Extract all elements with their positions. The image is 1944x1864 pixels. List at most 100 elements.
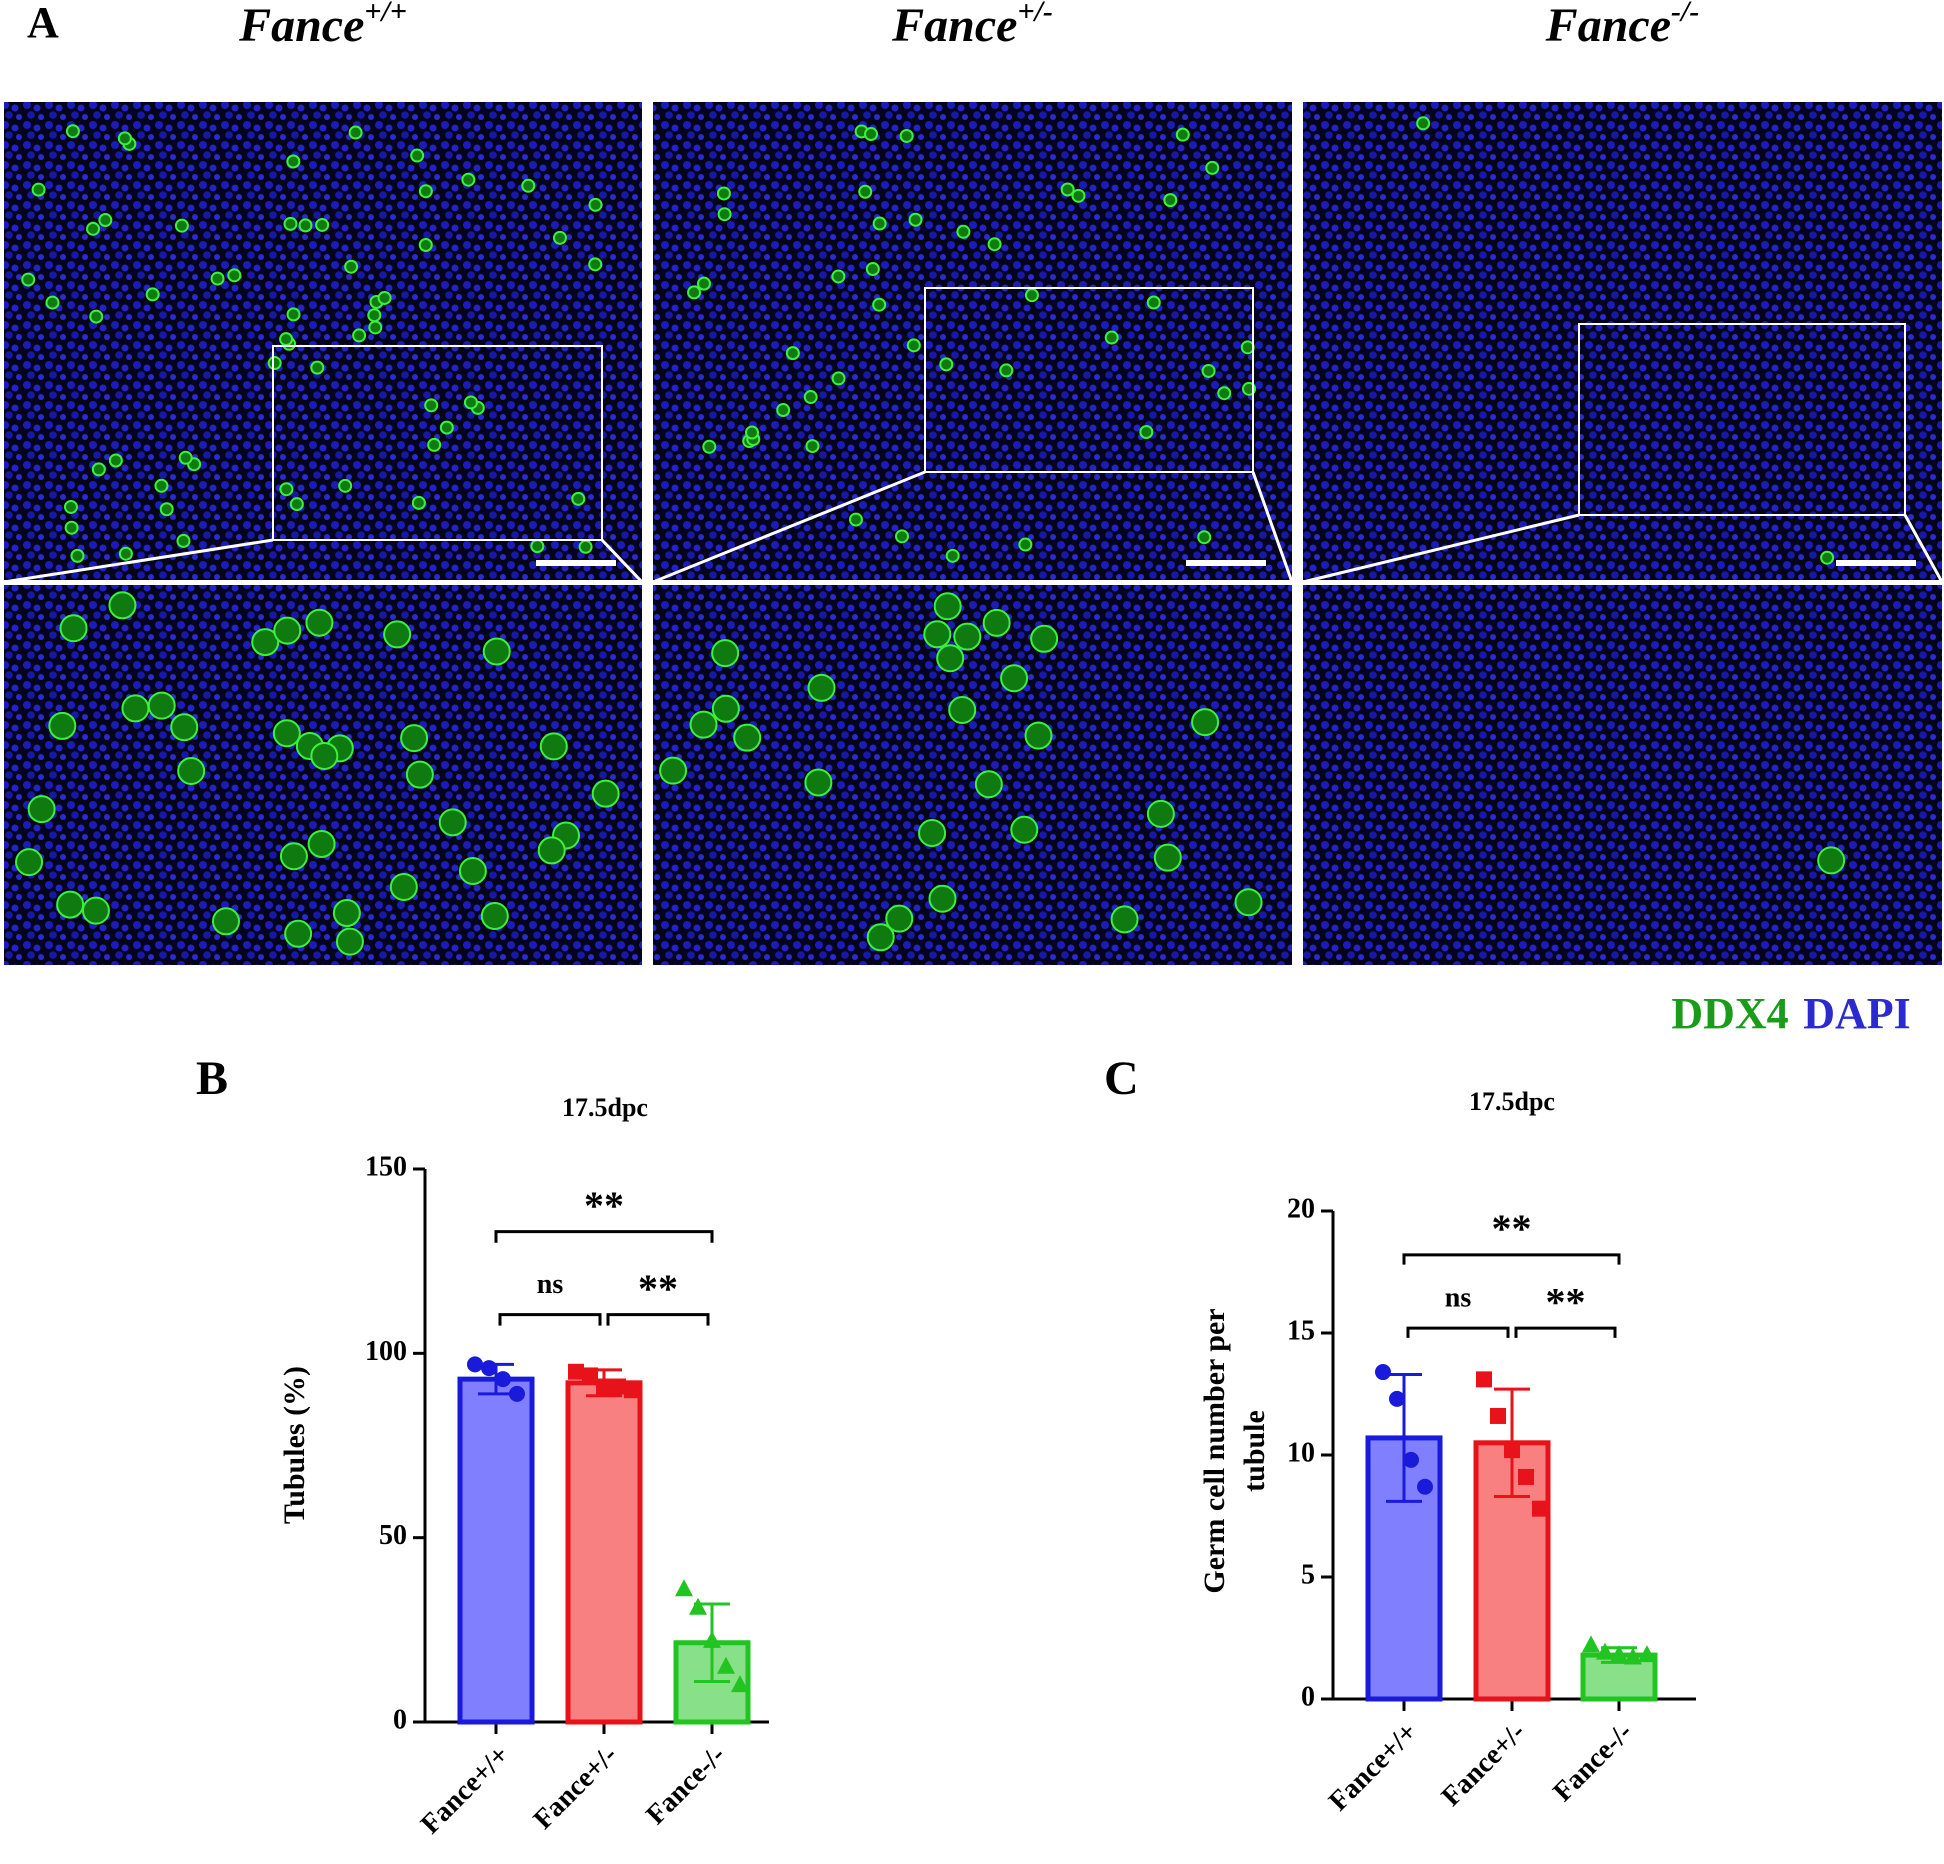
germ-cell xyxy=(1416,116,1431,131)
germ-cell xyxy=(689,710,718,739)
significance-bracket xyxy=(1514,1326,1617,1338)
x-tick-label: Fance-/- xyxy=(1547,1717,1638,1808)
y-tick-label: 5 xyxy=(1301,1559,1315,1590)
germ-cell xyxy=(803,390,818,405)
germ-cell xyxy=(145,287,160,302)
germ-cell xyxy=(831,371,846,386)
data-point xyxy=(1518,1468,1534,1485)
germ-cell xyxy=(335,927,364,956)
legend-entry: DDX4 xyxy=(1671,989,1788,1038)
germ-cell xyxy=(733,723,762,752)
germ-cell xyxy=(108,453,123,468)
germ-cell xyxy=(1205,160,1220,175)
germ-cell xyxy=(59,614,88,643)
germ-cell xyxy=(211,907,240,936)
germ-cell xyxy=(315,217,330,232)
significance-label: ** xyxy=(584,1183,624,1228)
x-tick-label: Fance+/+ xyxy=(1323,1717,1424,1818)
germ-cell xyxy=(987,237,1002,252)
germ-cell xyxy=(530,539,545,554)
germ-cell xyxy=(98,213,113,228)
germ-cell xyxy=(344,259,359,274)
germ-cell xyxy=(1163,193,1178,208)
germ-cell xyxy=(785,346,800,361)
significance-label: ns xyxy=(537,1269,564,1300)
germ-cell xyxy=(418,184,433,199)
genotype-superscript: -/- xyxy=(1671,0,1699,28)
germ-cell xyxy=(273,616,302,645)
data-point xyxy=(596,1378,612,1395)
germ-cell xyxy=(310,360,325,375)
germ-cell xyxy=(659,756,688,785)
data-point xyxy=(731,1675,749,1693)
germ-cell xyxy=(15,848,44,877)
data-point xyxy=(610,1378,626,1395)
germ-cell xyxy=(999,363,1014,378)
germ-cell xyxy=(338,478,353,493)
germ-cell xyxy=(1104,330,1119,345)
data-point xyxy=(624,1382,640,1399)
y-axis-label: Germ cell number per tubule xyxy=(1198,1308,1271,1594)
germ-cell xyxy=(864,127,879,142)
germ-cell xyxy=(711,694,740,723)
germ-cell xyxy=(70,548,85,563)
germ-cell xyxy=(1024,288,1039,303)
germ-cell xyxy=(894,529,909,544)
genotype-base: Fance xyxy=(1545,0,1671,52)
chart-title: 17.5dpc xyxy=(1469,1087,1555,1116)
germ-cell xyxy=(906,338,921,353)
germ-cell xyxy=(251,628,280,657)
germ-cell xyxy=(1139,425,1154,440)
germ-cell xyxy=(89,309,104,324)
germ-cell xyxy=(1018,537,1033,552)
genotype-superscript: +/+ xyxy=(364,0,407,28)
germ-cell xyxy=(936,644,965,673)
germ-cell xyxy=(286,154,301,169)
germ-cell xyxy=(539,732,568,761)
germ-cell xyxy=(933,592,962,621)
zoom-line xyxy=(3,538,274,584)
germ-cell xyxy=(848,512,863,527)
germ-cell xyxy=(279,482,294,497)
data-point xyxy=(1504,1442,1520,1459)
germ-cell xyxy=(1030,624,1059,653)
germ-cell xyxy=(953,622,982,651)
germ-cell xyxy=(480,902,509,931)
data-point xyxy=(481,1360,497,1377)
data-point xyxy=(495,1371,511,1388)
germ-cell xyxy=(804,768,833,797)
germ-cell xyxy=(65,124,80,139)
germ-cell xyxy=(696,276,711,291)
germ-cell xyxy=(418,238,433,253)
zoom-box xyxy=(924,287,1254,473)
genotype-title: Fance+/+ xyxy=(238,0,407,52)
y-tick-label: 20 xyxy=(1287,1193,1315,1224)
germ-cell xyxy=(982,608,1011,637)
germ-cell xyxy=(48,711,77,740)
germ-cell xyxy=(805,439,820,454)
germ-cell xyxy=(908,212,923,227)
significance-label: ns xyxy=(1445,1283,1472,1314)
micrograph xyxy=(4,585,642,965)
x-tick-label: Fance+/- xyxy=(1436,1717,1532,1813)
germ-cell xyxy=(702,439,717,454)
germ-cell xyxy=(945,548,960,563)
germ-cell xyxy=(807,673,836,702)
y-tick-label: 0 xyxy=(393,1704,407,1735)
germ-cell xyxy=(368,320,383,335)
germ-cell xyxy=(81,896,110,925)
data-point xyxy=(1582,1635,1600,1653)
data-point xyxy=(1417,1478,1433,1495)
germ-cell xyxy=(154,478,169,493)
germ-cell xyxy=(458,857,487,886)
germ-cell xyxy=(352,328,367,343)
germ-cell xyxy=(411,495,426,510)
germ-cell xyxy=(831,269,846,284)
data-point xyxy=(703,1630,721,1648)
germ-cell xyxy=(424,398,439,413)
genotype-base: Fance xyxy=(891,0,1017,52)
germ-cell xyxy=(298,218,313,233)
germ-cell xyxy=(571,491,586,506)
germ-cell xyxy=(885,904,914,933)
germ-cell xyxy=(227,268,242,283)
